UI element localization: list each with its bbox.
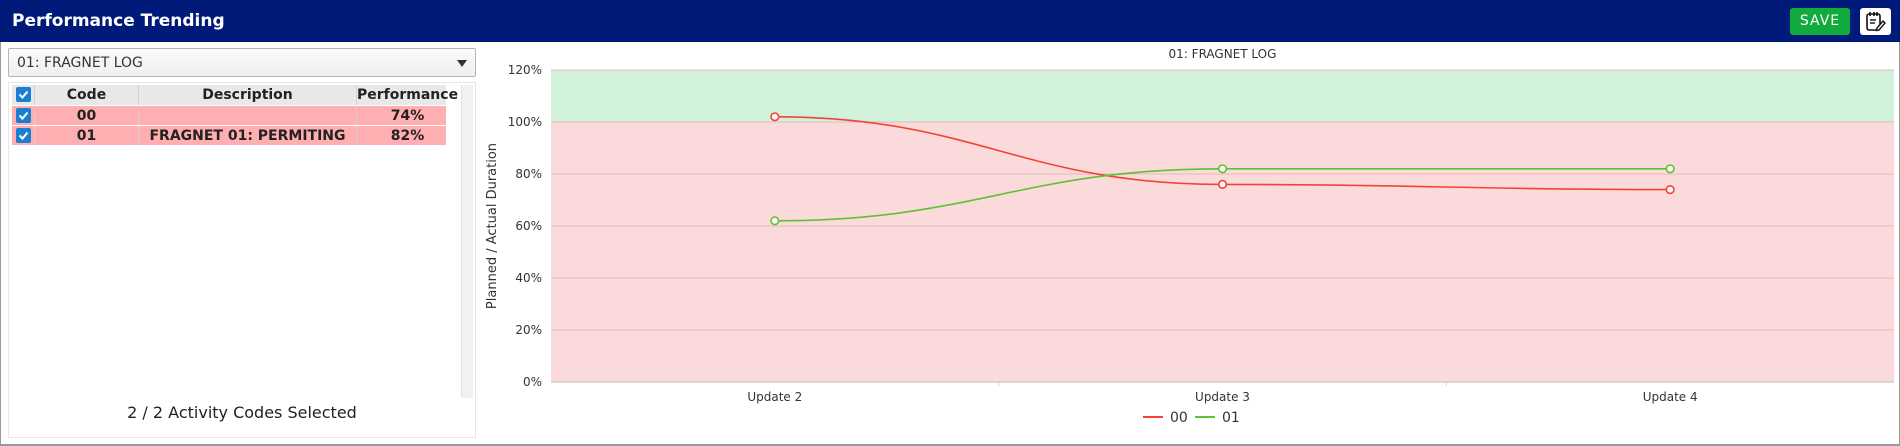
series-point-01: [1665, 164, 1675, 174]
column-header-code[interactable]: Code: [34, 85, 138, 105]
log-selector-value: 01: FRAGNET LOG: [17, 55, 143, 71]
y-tick-label: 120%: [508, 63, 542, 77]
table-row[interactable]: 00 74%: [12, 106, 446, 125]
legend-label: 01: [1222, 410, 1240, 426]
x-tick-label: Update 2: [747, 390, 802, 404]
table-header: Code Description Performance: [12, 85, 458, 105]
log-selector-dropdown[interactable]: 01: FRAGNET LOG: [8, 48, 476, 77]
cell-performance: 82%: [356, 126, 458, 145]
notes-button[interactable]: [1860, 8, 1891, 35]
series-point-00: [1665, 185, 1675, 195]
y-tick-label: 60%: [515, 219, 542, 233]
window-title: Performance Trending: [12, 11, 225, 31]
table-scrollbar[interactable]: [461, 85, 473, 398]
chevron-down-icon: [457, 60, 467, 67]
checkmark-icon: [18, 90, 29, 99]
zone-band: [551, 122, 1894, 382]
save-button[interactable]: SAVE: [1790, 8, 1850, 35]
select-all-cell: [12, 85, 34, 105]
performance-chart: 0% 20% 40% 60% 80% 100% 120% Update 2 Update 3 Up…: [485, 47, 1894, 426]
series-point-01: [1217, 164, 1228, 174]
checkmark-icon: [18, 111, 29, 120]
selected-count-text: 2 / 2 Activity Codes Selected: [127, 403, 357, 422]
cell-performance: 74%: [356, 106, 458, 125]
cell-code: 00: [34, 106, 138, 125]
row-checkbox-cell: [12, 106, 34, 125]
row-checkbox-cell: [12, 126, 34, 145]
y-tick-label: 0%: [523, 375, 542, 389]
checkmark-icon: [18, 131, 29, 140]
series-point-01: [770, 216, 780, 226]
y-tick-label: 100%: [508, 115, 542, 129]
legend-label: 00: [1170, 410, 1188, 426]
y-tick-label: 40%: [515, 271, 542, 285]
series-point-00: [770, 112, 780, 122]
select-all-checkbox[interactable]: [16, 87, 31, 102]
chart-title: 01: FRAGNET LOG: [1169, 47, 1277, 61]
cell-code: 01: [34, 126, 138, 145]
cell-description: FRAGNET 01: PERMITING: [138, 126, 356, 145]
row-checkbox[interactable]: [16, 128, 31, 143]
table-row[interactable]: 01 FRAGNET 01: PERMITING 82%: [12, 126, 446, 145]
title-bar: Performance Trending SAVE: [0, 0, 1900, 42]
x-tick-label: Update 3: [1195, 390, 1250, 404]
column-header-description[interactable]: Description: [138, 85, 356, 105]
x-tick-label: Update 4: [1643, 390, 1698, 404]
cell-description: [138, 106, 356, 125]
column-header-performance[interactable]: Performance: [356, 85, 459, 105]
activity-codes-panel: Code Description Performance 00 74% 01 F…: [8, 82, 476, 438]
series-point-00: [1217, 179, 1228, 189]
notepad-edit-icon: [1866, 12, 1886, 32]
y-axis-label: Planned / Actual Duration: [485, 143, 500, 309]
y-tick-label: 80%: [515, 167, 542, 181]
row-checkbox[interactable]: [16, 108, 31, 123]
y-tick-label: 20%: [515, 323, 542, 337]
zone-band: [551, 70, 1894, 122]
